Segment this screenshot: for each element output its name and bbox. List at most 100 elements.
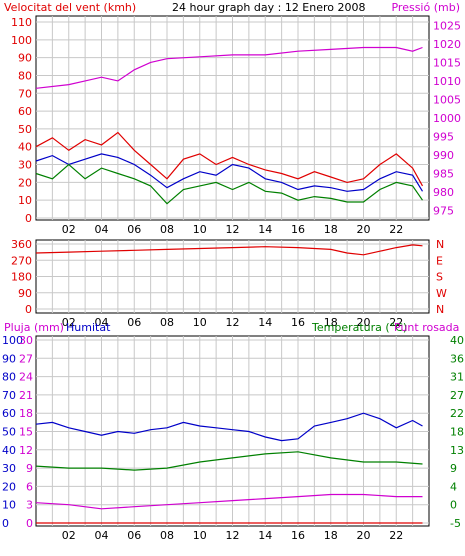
x-tick-label: 12 (226, 223, 240, 236)
wind-tick-label: 10 (18, 194, 32, 207)
x-tick-label: 20 (357, 316, 371, 329)
rain-tick-label: 0 (26, 517, 33, 530)
x-tick-label: 10 (193, 316, 207, 329)
x-tick-label: 18 (324, 223, 338, 236)
humidity-panel-series-blue (35, 412, 423, 442)
pressure-tick-label: 1010 (433, 75, 461, 88)
wind-tick-label: 70 (18, 87, 32, 100)
x-tick-label: 16 (291, 223, 305, 236)
pressure-tick-label: 980 (433, 186, 454, 199)
x-tick-label: 04 (95, 316, 109, 329)
dew-point-label: Punt rosada (394, 321, 459, 334)
wind-speed-label: Velocitat del vent (kmh) (4, 1, 136, 14)
pressure-tick-label: 1015 (433, 56, 461, 69)
series-lines (35, 46, 424, 524)
humidity-tick-label: 10 (2, 499, 16, 512)
temperature-tick-label: 18 (450, 426, 464, 439)
temperature-label: Temperatura (°C) (311, 321, 407, 334)
temperature-tick-label: 31 (450, 371, 464, 384)
x-tick-label: 02 (62, 223, 76, 236)
rain-tick-label: 21 (19, 389, 33, 402)
x-tick-label: 08 (160, 316, 174, 329)
direction-tick-label: 0 (25, 303, 32, 316)
x-tick-label: 08 (160, 223, 174, 236)
x-tick-label: 20 (357, 223, 371, 236)
x-tick-label: 12 (226, 316, 240, 329)
compass-tick-label: N (436, 238, 444, 251)
pressure-tick-label: 975 (433, 205, 454, 218)
pressure-tick-label: 985 (433, 168, 454, 181)
x-tick-label: 14 (258, 529, 272, 542)
rain-tick-label: 15 (19, 426, 33, 439)
humidity-tick-label: 20 (2, 480, 16, 493)
wind-series-red (35, 131, 424, 187)
direction-tick-label: 90 (18, 287, 32, 300)
humidity-tick-label: 60 (2, 407, 16, 420)
temperature-tick-label: 27 (450, 389, 464, 402)
wind-tick-label: 40 (18, 141, 32, 154)
wind-tick-label: 60 (18, 105, 32, 118)
temperature-tick-label: 9 (450, 462, 457, 475)
x-tick-label: 22 (389, 316, 403, 329)
direction-tick-label: 180 (11, 271, 32, 284)
rain-tick-label: 12 (19, 444, 33, 457)
pressure-label: Pressió (mb) (391, 1, 460, 14)
x-tick-label: 06 (127, 223, 141, 236)
temperature-tick-label: 0 (450, 499, 457, 512)
wind-tick-label: 20 (18, 176, 32, 189)
temperature-tick-label: 13 (450, 444, 464, 457)
wind-tick-label: 0 (25, 212, 32, 225)
x-tick-label: 14 (258, 316, 272, 329)
rain-tick-label: 3 (26, 499, 33, 512)
compass-tick-label: W (436, 287, 447, 300)
direction-tick-label: 270 (11, 254, 32, 267)
humidity-panel-series-magenta (35, 493, 423, 510)
pressure-tick-label: 1020 (433, 38, 461, 51)
humidity-tick-label: 80 (2, 371, 16, 384)
temperature-tick-label: 40 (450, 334, 464, 347)
humidity-tick-label: 70 (2, 389, 16, 402)
rain-tick-label: 6 (26, 480, 33, 493)
x-tick-label: 22 (389, 529, 403, 542)
humidity-tick-label: 40 (2, 444, 16, 457)
wind-tick-label: 50 (18, 123, 32, 136)
x-tick-label: 06 (127, 316, 141, 329)
x-tick-label: 08 (160, 529, 174, 542)
x-tick-label: 14 (258, 223, 272, 236)
x-tick-label: 02 (62, 316, 76, 329)
compass-tick-label: E (436, 254, 443, 267)
humidity-label: Humitat (66, 321, 111, 334)
x-tick-label: 18 (324, 316, 338, 329)
temperature-tick-label: 36 (450, 352, 464, 365)
wind-series-blue (35, 153, 424, 192)
humidity-tick-label: 0 (2, 517, 9, 530)
wind-tick-label: 90 (18, 52, 32, 65)
x-tick-label: 22 (389, 223, 403, 236)
wind-tick-label: 110 (11, 16, 32, 29)
x-tick-label: 16 (291, 529, 305, 542)
pressure-tick-label: 995 (433, 131, 454, 144)
temperature-tick-label: 22 (450, 407, 464, 420)
direction-series-red (35, 244, 423, 256)
humidity-tick-label: 90 (2, 352, 16, 365)
x-tick-label: 10 (193, 223, 207, 236)
x-tick-label: 16 (291, 316, 305, 329)
x-tick-label: 20 (357, 529, 371, 542)
pressure-tick-label: 990 (433, 149, 454, 162)
wind-tick-label: 100 (11, 34, 32, 47)
rain-tick-label: 30 (19, 334, 33, 347)
rain-label: Pluja (mm) (4, 321, 64, 334)
x-tick-label: 04 (95, 223, 109, 236)
pressure-tick-label: 1025 (433, 19, 461, 32)
wind-series-magenta (35, 46, 423, 89)
compass-tick-label: N (436, 303, 444, 316)
x-tick-label: 12 (226, 529, 240, 542)
rain-tick-label: 27 (19, 352, 33, 365)
pressure-tick-label: 1000 (433, 112, 461, 125)
direction-tick-label: 360 (11, 238, 32, 251)
rain-tick-label: 24 (19, 371, 33, 384)
temperature-tick-label: 4 (450, 480, 457, 493)
humidity-panel-series-green (35, 451, 423, 471)
